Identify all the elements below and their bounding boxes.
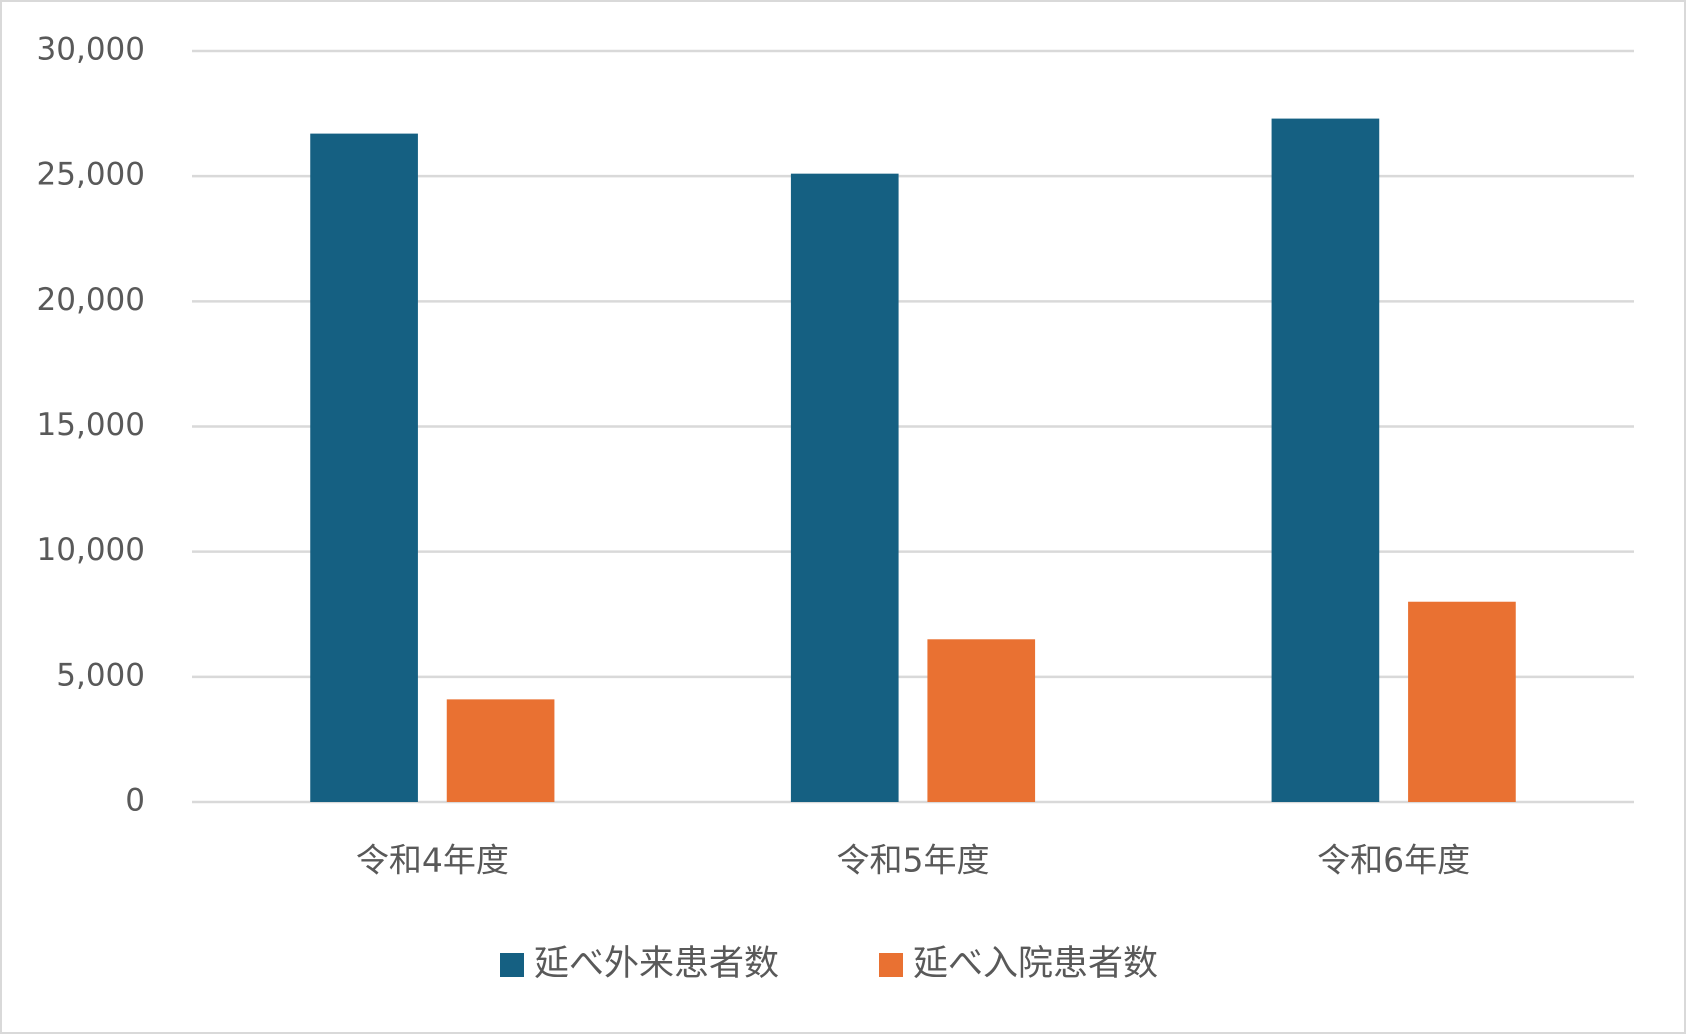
legend-label: 延べ外来患者数 [534, 944, 779, 984]
x-tick-label: 令和4年度 [356, 841, 509, 880]
bar [1271, 118, 1380, 803]
y-tick-label: 0 [125, 783, 145, 819]
x-tick-label: 令和6年度 [1317, 841, 1470, 880]
y-tick-label: 5,000 [56, 657, 145, 693]
bar [310, 133, 418, 803]
bar [446, 699, 555, 802]
y-tick-label: 20,000 [37, 282, 145, 318]
bar [1408, 601, 1516, 802]
y-tick-label: 25,000 [37, 157, 145, 193]
bar [927, 639, 1036, 802]
legend-swatch [500, 953, 524, 977]
y-tick-label: 30,000 [37, 32, 145, 68]
legend-label: 延べ入院患者数 [913, 944, 1158, 984]
x-tick-label: 令和5年度 [837, 841, 990, 880]
y-tick-label: 10,000 [37, 532, 145, 568]
legend-swatch [879, 953, 903, 977]
bar [790, 173, 899, 802]
y-tick-label: 15,000 [37, 407, 145, 443]
